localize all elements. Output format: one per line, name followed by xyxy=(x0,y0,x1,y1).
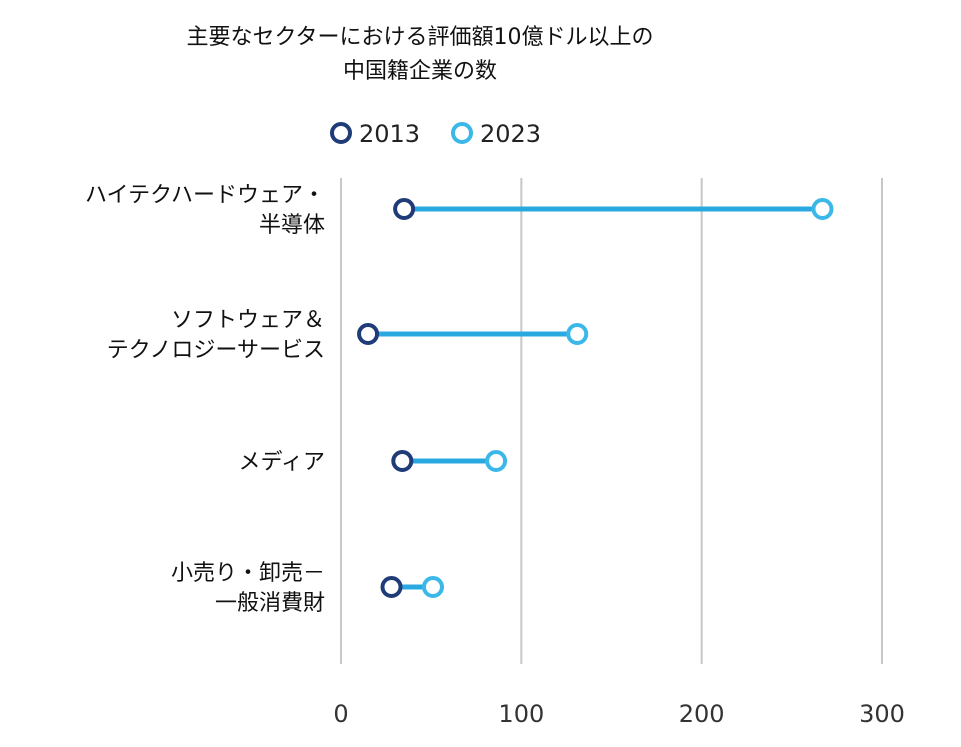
chart-title-line: 中国籍企業の数 xyxy=(343,59,497,84)
point-2013 xyxy=(393,198,416,220)
legend-marker-2023 xyxy=(451,122,473,144)
point-2023 xyxy=(566,323,589,345)
category-label: メディア xyxy=(239,450,325,475)
point-2023 xyxy=(811,198,834,220)
chart-title-line: 主要なセクターにおける評価額10億ドル以上の xyxy=(186,25,653,50)
x-tick-label: 300 xyxy=(859,700,905,728)
category-label: 一般消費財 xyxy=(215,591,325,616)
category-label: ソフトウェア＆ xyxy=(171,308,325,333)
legend: 2013 2023 xyxy=(330,120,541,148)
category-label: 半導体 xyxy=(259,213,325,238)
x-tick-label: 0 xyxy=(333,700,348,728)
point-2023 xyxy=(421,576,444,598)
x-tick-label: 100 xyxy=(498,700,544,728)
category-label: ハイテクハードウェア・ xyxy=(85,183,325,208)
category-label: 小売り・卸売－ xyxy=(171,561,325,586)
point-2023 xyxy=(485,450,508,472)
x-axis-ticks: 0 100 200 300 xyxy=(333,700,905,728)
x-tick-label: 200 xyxy=(679,700,725,728)
point-2013 xyxy=(380,576,403,598)
data-marks xyxy=(357,198,834,598)
legend-label: 2023 xyxy=(480,120,541,148)
gridlines xyxy=(340,178,883,664)
category-label: テクノロジーサービス xyxy=(107,338,325,363)
point-2013 xyxy=(357,323,380,345)
legend-marker-2013 xyxy=(330,122,352,144)
point-2013 xyxy=(391,450,414,472)
legend-label: 2013 xyxy=(359,120,420,148)
